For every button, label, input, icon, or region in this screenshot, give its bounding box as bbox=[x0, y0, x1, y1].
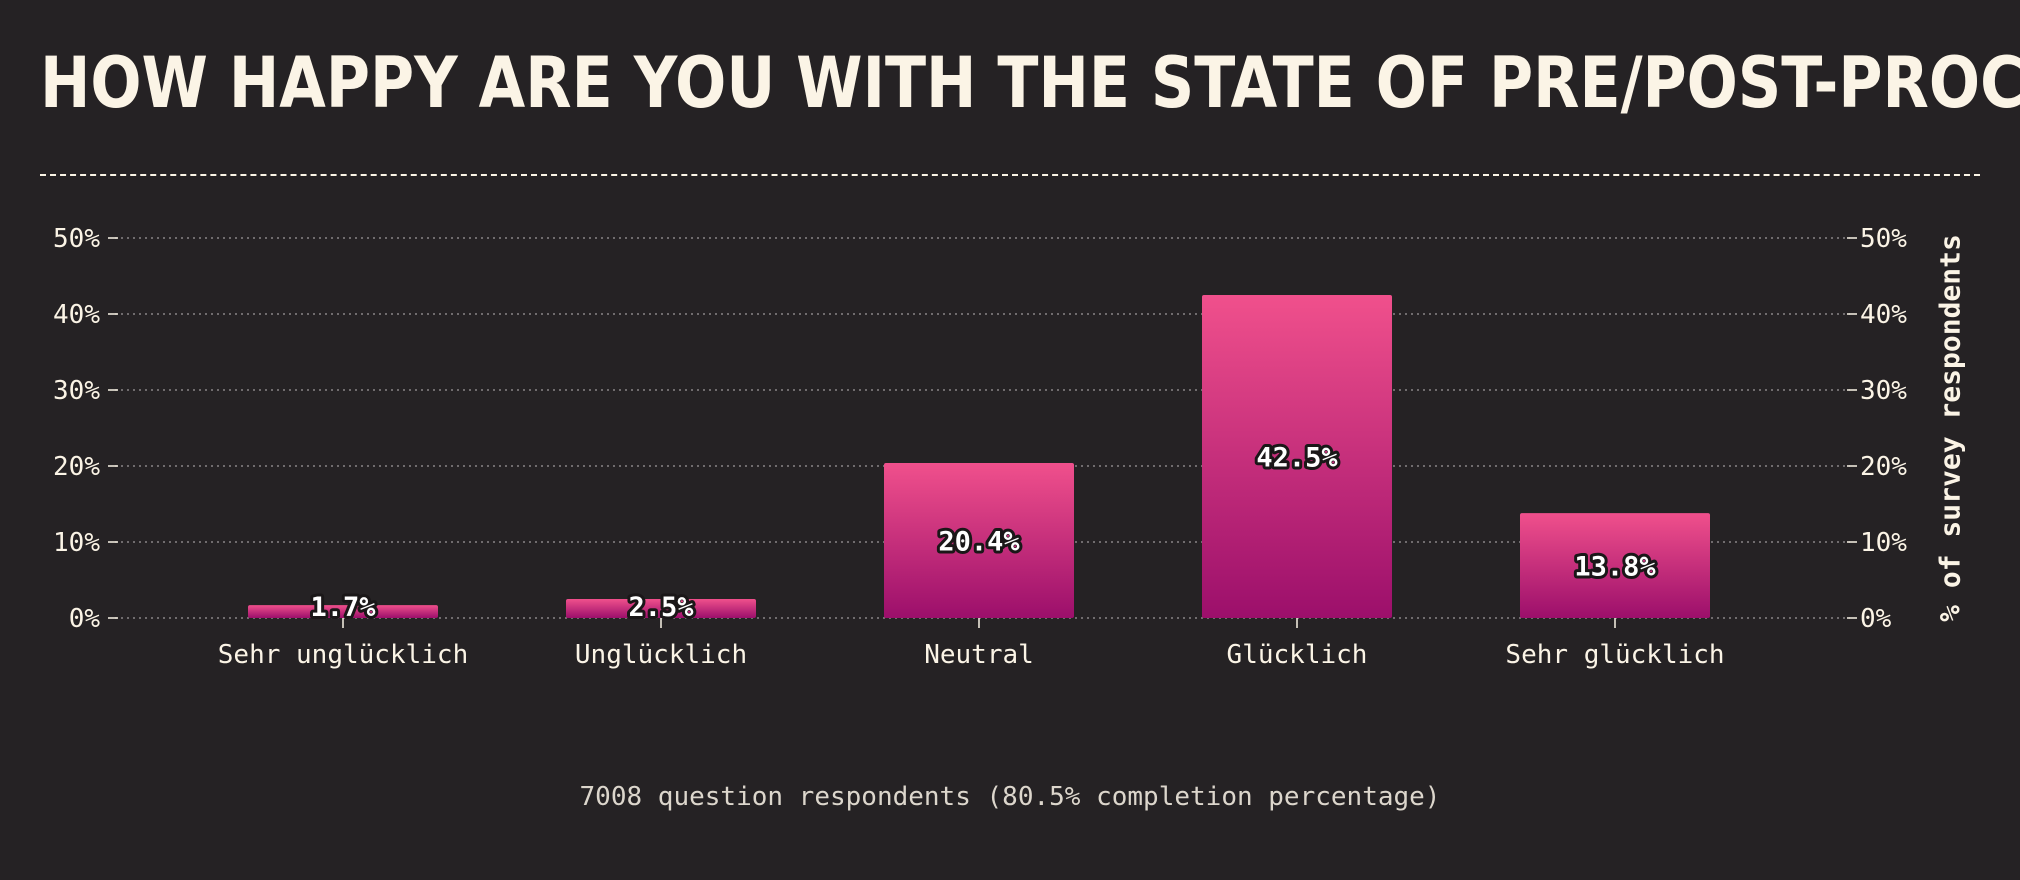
left-tick-label: 50% bbox=[53, 224, 100, 254]
right-tick-label: 20% bbox=[1860, 452, 1907, 482]
right-tick-label: 0% bbox=[1860, 604, 1892, 634]
category-label: Glücklich bbox=[1227, 640, 1368, 670]
title-divider bbox=[40, 174, 1980, 176]
category-label: Unglücklich bbox=[575, 640, 747, 670]
value-label: 42.5% bbox=[1256, 443, 1338, 474]
chart-title: HOW HAPPY ARE YOU WITH THE STATE OF PRE/… bbox=[40, 42, 2020, 124]
bars bbox=[248, 295, 1710, 618]
axes: 0% 0% 10% 10% 20% 20% 30% 30% 40% 40% 50% 50% Sehr u… bbox=[53, 224, 1907, 670]
bar bbox=[1202, 295, 1392, 618]
bar-chart: 1.7% 2.5%20.4%42.5%13.8% 0% 0%10% 10%20% 20%… bbox=[53, 224, 1907, 670]
bar bbox=[884, 462, 1074, 618]
value-label: 1.7% bbox=[310, 592, 376, 623]
bar bbox=[566, 599, 756, 618]
category-label: Sehr glücklich bbox=[1505, 640, 1724, 670]
left-tick-label: 20% bbox=[53, 452, 100, 482]
right-tick-label: 40% bbox=[1860, 300, 1907, 330]
value-label: 13.8% bbox=[1574, 552, 1656, 583]
respondents-footnote: 7008 question respondents (80.5% complet… bbox=[579, 782, 1441, 812]
bar bbox=[248, 605, 438, 618]
bar bbox=[1520, 513, 1710, 618]
right-tick-label: 30% bbox=[1860, 376, 1907, 406]
category-label: Sehr unglücklich bbox=[218, 640, 468, 670]
right-tick-label: 50% bbox=[1860, 224, 1907, 254]
left-tick-label: 0% bbox=[69, 604, 101, 634]
right-axis-label: % of survey respondents bbox=[1933, 234, 1967, 622]
category-label: Neutral bbox=[924, 640, 1034, 670]
right-tick-label: 10% bbox=[1860, 528, 1907, 558]
value-label: 20.4% bbox=[938, 526, 1020, 557]
left-tick-label: 40% bbox=[53, 300, 100, 330]
left-tick-label: 30% bbox=[53, 376, 100, 406]
left-tick-label: 10% bbox=[53, 528, 100, 558]
